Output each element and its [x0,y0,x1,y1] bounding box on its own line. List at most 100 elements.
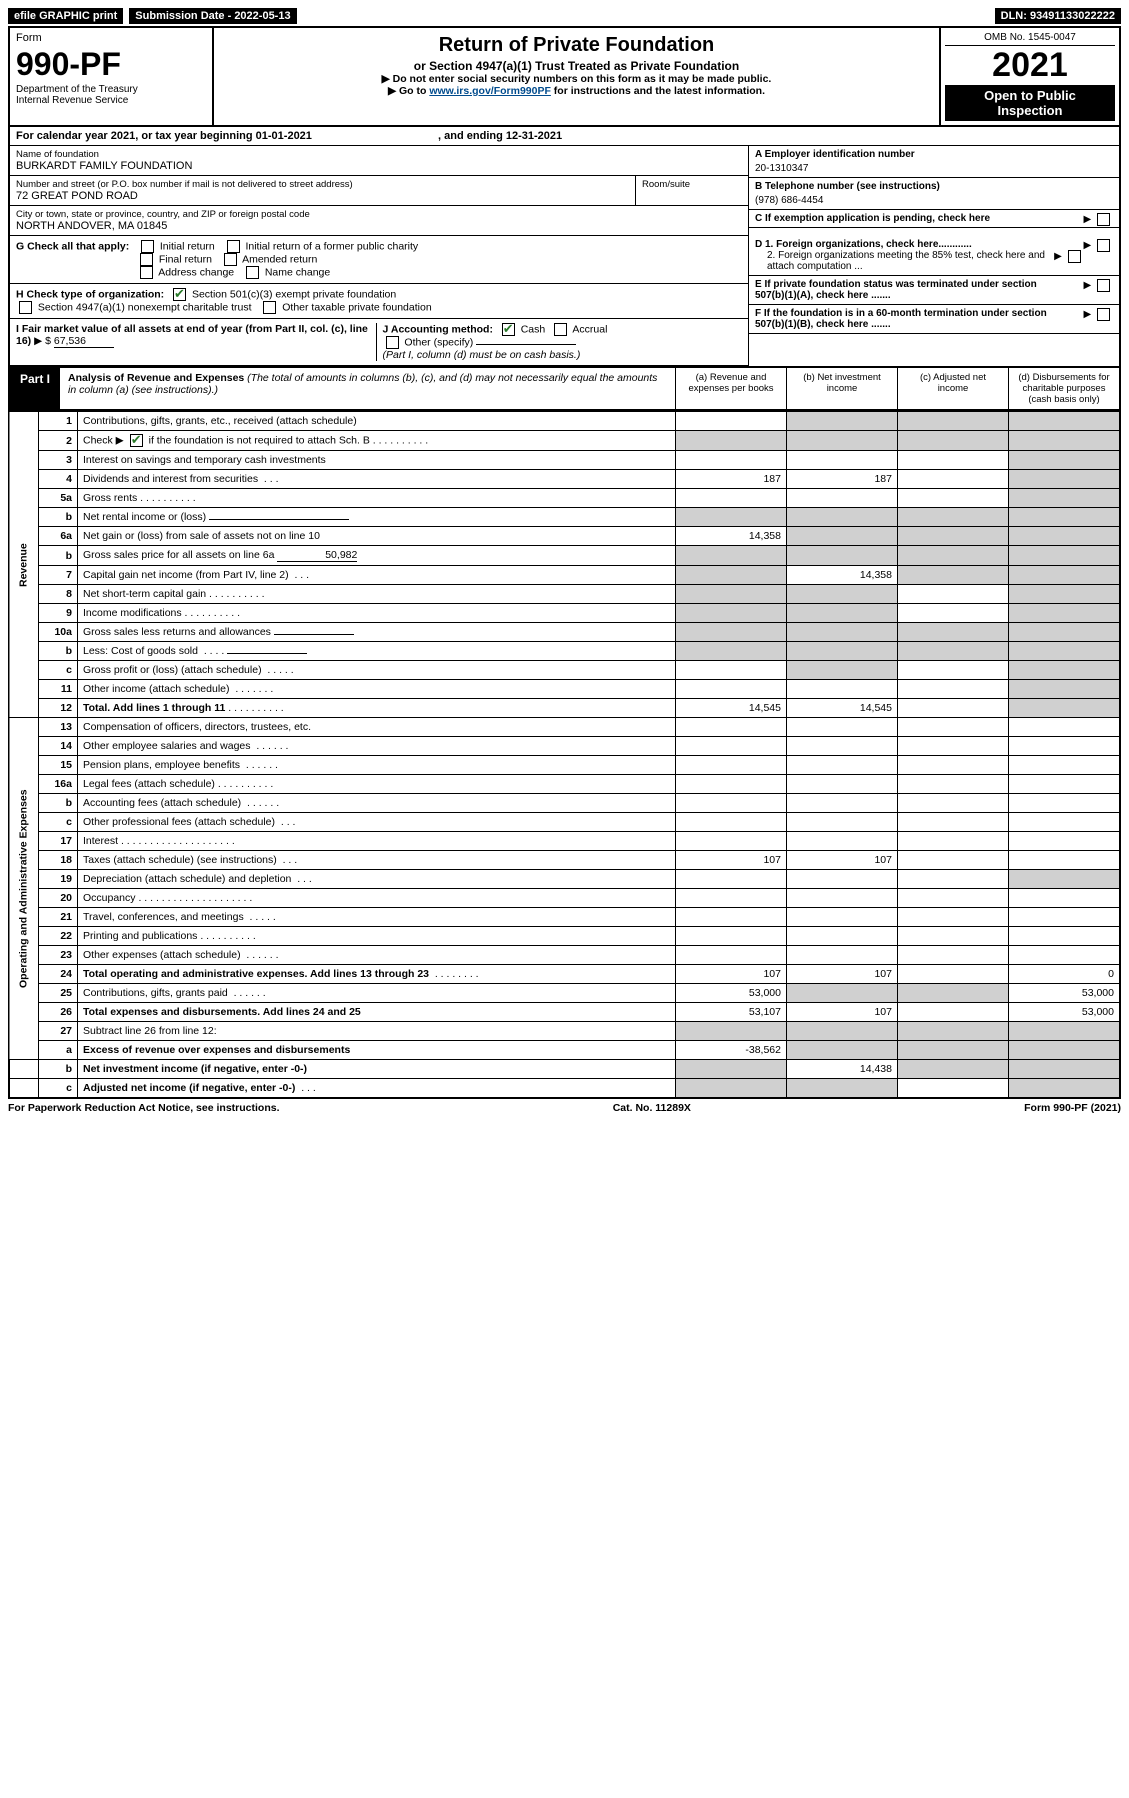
row-24: Total operating and administrative expen… [78,965,676,984]
j-cash: Cash [521,323,546,335]
r24-a: 107 [676,965,787,984]
d2-label: 2. Foreign organizations meeting the 85%… [755,250,1047,272]
h-other-checkbox[interactable] [263,301,276,314]
part1-header: Part I Analysis of Revenue and Expenses … [8,366,1121,411]
row-2: Check ▶ if the foundation is not require… [78,431,676,451]
form-subtitle: or Section 4947(a)(1) Trust Treated as P… [222,59,931,73]
form-title: Return of Private Foundation [222,34,931,57]
cal-b: , and ending 12-31-2021 [438,130,562,142]
row-16a: Legal fees (attach schedule) . . . . . .… [78,775,676,794]
form-link[interactable]: www.irs.gov/Form990PF [429,85,551,97]
part1-table: Revenue 1Contributions, gifts, grants, e… [8,411,1121,1099]
row-11: Other income (attach schedule) . . . . .… [78,680,676,699]
col-a-head: (a) Revenue and expenses per books [675,368,786,409]
form-number: 990-PF [16,48,206,80]
j-accrual-checkbox[interactable] [554,323,567,336]
j-note: (Part I, column (d) must be on cash basi… [383,349,581,361]
row-10b: Less: Cost of goods sold . . . . [78,642,676,661]
g-opt-4: Address change [158,266,234,278]
open-public: Open to Public Inspection [945,85,1115,121]
goto-pre: ▶ Go to [388,85,429,97]
row-21: Travel, conferences, and meetings . . . … [78,908,676,927]
r26-b: 107 [787,1003,898,1022]
irs: Internal Revenue Service [16,95,206,106]
d1-checkbox[interactable] [1097,239,1110,252]
opexp-label: Operating and Administrative Expenses [9,718,39,1060]
form-header: Form 990-PF Department of the Treasury I… [8,26,1121,127]
r26-a: 53,107 [676,1003,787,1022]
row-18: Taxes (attach schedule) (see instruction… [78,851,676,870]
e-checkbox[interactable] [1097,279,1110,292]
entity-info: Name of foundation BURKARDT FAMILY FOUND… [8,146,1121,236]
c-checkbox[interactable] [1097,213,1110,226]
row-16b: Accounting fees (attach schedule) . . . … [78,794,676,813]
g-opt-2: Final return [159,253,212,265]
footer-mid: Cat. No. 11289X [613,1102,691,1114]
g-amended-checkbox[interactable] [224,253,237,266]
row-9: Income modifications . . . . . . . . . . [78,604,676,623]
r18-b: 107 [787,851,898,870]
row-27b: Net investment income (if negative, ente… [78,1060,676,1079]
row-5a: Gross rents . . . . . . . . . . [78,489,676,508]
r4-b: 187 [787,470,898,489]
g-namechg-checkbox[interactable] [246,266,259,279]
submission-date: Submission Date - 2022-05-13 [129,8,296,24]
r25-d: 53,000 [1009,984,1121,1003]
h-opt-1: Section 501(c)(3) exempt private foundat… [192,288,396,300]
ssn-note: ▶ Do not enter social security numbers o… [222,73,931,85]
omb-number: OMB No. 1545-0047 [945,32,1115,46]
j-cash-checkbox[interactable] [502,323,515,336]
footer-left: For Paperwork Reduction Act Notice, see … [8,1102,280,1114]
row-4: Dividends and interest from securities .… [78,470,676,489]
row-6b: Gross sales price for all assets on line… [78,546,676,566]
row-6a: Net gain or (loss) from sale of assets n… [78,527,676,546]
j-other-checkbox[interactable] [386,336,399,349]
row-23: Other expenses (attach schedule) . . . .… [78,946,676,965]
phone-label: B Telephone number (see instructions) [755,181,1113,192]
form-word: Form [16,32,206,44]
schb-checkbox[interactable] [130,434,143,447]
col-d-head: (d) Disbursements for charitable purpose… [1008,368,1119,409]
e-label: E If private foundation status was termi… [755,279,1055,301]
row-27c: Adjusted net income (if negative, enter … [78,1079,676,1099]
row-27a: Excess of revenue over expenses and disb… [78,1041,676,1060]
g-opt-1: Initial return of a former public charit… [245,240,418,252]
row-8: Net short-term capital gain . . . . . . … [78,585,676,604]
row-5b: Net rental income or (loss) [78,508,676,527]
row-15: Pension plans, employee benefits . . . .… [78,756,676,775]
g-opt-3: Amended return [242,253,317,265]
room-label: Room/suite [642,179,742,190]
g-initial-checkbox[interactable] [141,240,154,253]
d2-checkbox[interactable] [1068,250,1081,263]
col-c-head: (c) Adjusted net income [897,368,1008,409]
top-bar: efile GRAPHIC print Submission Date - 20… [8,8,1121,24]
row-20: Occupancy . . . . . . . . . . . . . . . … [78,889,676,908]
row-25: Contributions, gifts, grants paid . . . … [78,984,676,1003]
j-accrual: Accrual [572,323,607,335]
row-26: Total expenses and disbursements. Add li… [78,1003,676,1022]
mid-section: G Check all that apply: Initial return I… [8,236,1121,366]
r25-a: 53,000 [676,984,787,1003]
r18-a: 107 [676,851,787,870]
g-initial-former-checkbox[interactable] [227,240,240,253]
h-opt-3: Other taxable private foundation [282,301,431,313]
city-label: City or town, state or province, country… [16,209,742,220]
h-501c3-checkbox[interactable] [173,288,186,301]
name-label: Name of foundation [16,149,742,160]
fmv-value: 67,536 [54,335,114,348]
addr-label: Number and street (or P.O. box number if… [16,179,629,190]
phone-value: (978) 686-4454 [755,192,1113,206]
efile-badge[interactable]: efile GRAPHIC print [8,8,123,24]
g-opt-0: Initial return [160,240,215,252]
g-addrchg-checkbox[interactable] [140,266,153,279]
h-4947-checkbox[interactable] [19,301,32,314]
g-label: G Check all that apply: [16,240,129,252]
r24-d: 0 [1009,965,1121,984]
row-19: Depreciation (attach schedule) and deple… [78,870,676,889]
city-value: NORTH ANDOVER, MA 01845 [16,220,742,232]
d1-label: D 1. Foreign organizations, check here..… [755,239,972,250]
f-checkbox[interactable] [1097,308,1110,321]
goto-note: ▶ Go to www.irs.gov/Form990PF for instru… [222,85,931,97]
r26-d: 53,000 [1009,1003,1121,1022]
g-final-checkbox[interactable] [140,253,153,266]
